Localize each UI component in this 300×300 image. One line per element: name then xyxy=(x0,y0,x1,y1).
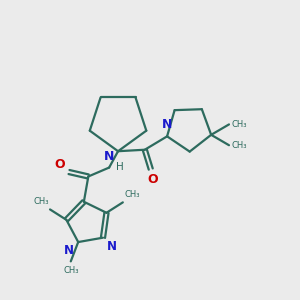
Text: O: O xyxy=(55,158,65,170)
Text: CH₃: CH₃ xyxy=(231,141,247,150)
Text: CH₃: CH₃ xyxy=(33,196,49,206)
Text: N: N xyxy=(64,244,74,257)
Text: CH₃: CH₃ xyxy=(231,120,247,129)
Text: N: N xyxy=(162,118,172,131)
Text: CH₃: CH₃ xyxy=(63,266,79,275)
Text: H: H xyxy=(116,162,124,172)
Text: O: O xyxy=(147,172,158,186)
Text: N: N xyxy=(107,240,117,253)
Text: N: N xyxy=(104,150,114,164)
Text: CH₃: CH₃ xyxy=(124,190,140,199)
